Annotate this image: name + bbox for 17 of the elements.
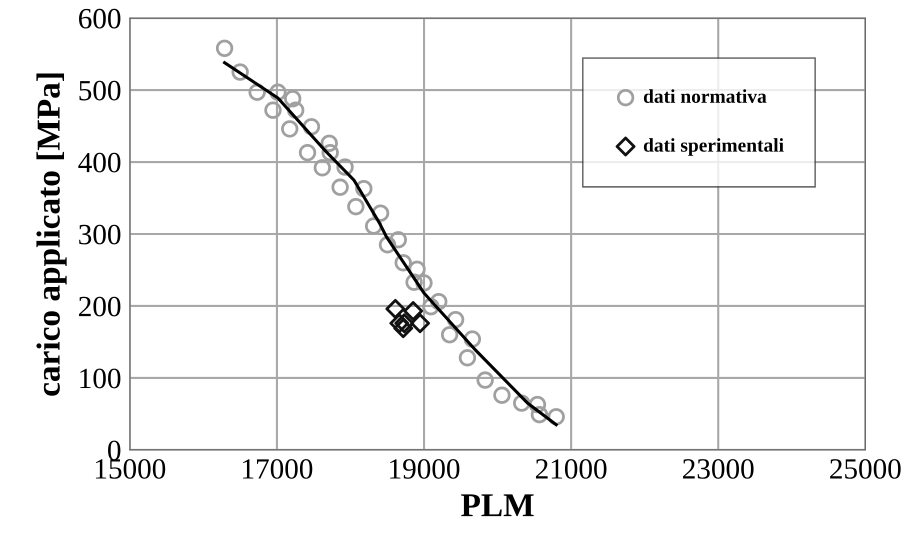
x-tick-label: 15000	[96, 459, 166, 479]
y-tick-label: 100	[80, 368, 120, 388]
x-tick-label: 23000	[683, 459, 754, 479]
x-tick-label: 21000	[536, 459, 606, 479]
x-axis-title: PLM	[461, 494, 534, 516]
x-tick-label: 25000	[830, 459, 901, 479]
y-tick-label: 0	[108, 440, 120, 460]
x-tick-label: 19000	[390, 459, 460, 479]
legend-label: dati sperimentali	[644, 138, 784, 156]
x-tick-label: 17000	[243, 459, 312, 479]
y-tick-label: 600	[79, 8, 120, 28]
y-tick-label: 200	[79, 296, 120, 316]
y-axis-title: carico applicato [MPa]	[36, 74, 67, 396]
legend-label: dati normativa	[644, 89, 766, 103]
y-tick-label: 500	[79, 80, 120, 100]
y-tick-label: 300	[79, 224, 120, 244]
y-tick-label: 400	[78, 152, 120, 172]
